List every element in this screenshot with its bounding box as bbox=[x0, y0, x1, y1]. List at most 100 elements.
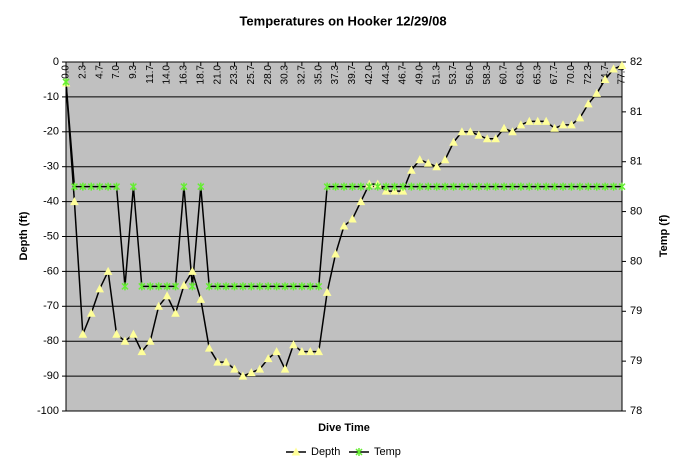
data-point bbox=[499, 123, 509, 132]
data-point bbox=[583, 99, 593, 108]
y2-tick-label: 80 bbox=[630, 205, 642, 217]
x-axis-title: Dive Time bbox=[318, 422, 370, 434]
x-tick-label: 56.0 bbox=[465, 65, 476, 85]
data-point bbox=[483, 182, 491, 191]
x-tick-label: 35.0 bbox=[313, 65, 324, 85]
data-point bbox=[95, 284, 105, 293]
x-tick-label: 11.7 bbox=[145, 65, 156, 84]
data-point bbox=[230, 282, 239, 291]
data-point bbox=[559, 182, 567, 191]
data-point bbox=[407, 165, 416, 174]
data-point bbox=[188, 282, 196, 291]
x-tick-label: 30.3 bbox=[280, 65, 291, 85]
data-point bbox=[567, 120, 576, 129]
y-tick-label: 0 bbox=[53, 56, 59, 68]
x-tick-label: 70.0 bbox=[566, 65, 577, 85]
x-tick-label: 28.0 bbox=[263, 65, 274, 85]
data-point bbox=[617, 60, 627, 69]
data-point bbox=[458, 182, 466, 191]
data-point bbox=[449, 182, 458, 191]
data-point bbox=[221, 357, 231, 366]
data-point bbox=[391, 182, 399, 191]
data-point bbox=[179, 280, 189, 289]
data-point bbox=[305, 347, 315, 356]
data-point bbox=[272, 347, 281, 356]
data-point bbox=[289, 282, 297, 291]
data-point bbox=[180, 182, 188, 191]
data-point bbox=[398, 186, 408, 195]
x-tick-label: 46.7 bbox=[398, 65, 409, 85]
data-point bbox=[331, 249, 340, 258]
x-tick-label: 9.3 bbox=[128, 65, 139, 79]
y-tick-label: -60 bbox=[43, 265, 59, 277]
legend-marker bbox=[291, 447, 301, 456]
data-point bbox=[524, 116, 534, 125]
data-point bbox=[618, 182, 626, 191]
data-point bbox=[103, 266, 113, 275]
x-tick-label: 14.0 bbox=[162, 65, 173, 85]
data-point bbox=[239, 282, 247, 291]
y-tick-label: -90 bbox=[43, 370, 59, 382]
data-point bbox=[120, 336, 130, 345]
data-point bbox=[382, 182, 390, 191]
data-point bbox=[289, 340, 298, 349]
data-point bbox=[297, 347, 307, 356]
data-point bbox=[263, 354, 273, 363]
x-tick-label: 37.3 bbox=[330, 65, 341, 85]
data-point bbox=[525, 182, 533, 191]
x-tick-label: 49.0 bbox=[414, 65, 425, 85]
data-point bbox=[534, 182, 542, 191]
data-point bbox=[113, 182, 121, 191]
data-point bbox=[381, 186, 391, 195]
data-point bbox=[457, 127, 467, 136]
data-point bbox=[340, 182, 348, 191]
data-point bbox=[246, 368, 256, 377]
data-point bbox=[96, 182, 104, 191]
data-point bbox=[474, 130, 484, 139]
data-point bbox=[567, 182, 575, 191]
data-point bbox=[332, 182, 340, 191]
x-tick-label: 58.3 bbox=[482, 65, 493, 85]
x-tick-label: 77.0 bbox=[617, 65, 628, 85]
x-tick-label: 0.0 bbox=[61, 65, 72, 79]
x-tick-label: 72.3 bbox=[583, 65, 594, 85]
data-point bbox=[482, 134, 492, 143]
data-point bbox=[551, 182, 559, 191]
data-point bbox=[433, 182, 441, 191]
y2-tick-label: 80 bbox=[630, 255, 642, 267]
data-point bbox=[517, 182, 525, 191]
y-tick-label: -40 bbox=[43, 196, 59, 208]
data-point bbox=[356, 197, 366, 206]
y2-tick-label: 78 bbox=[630, 405, 642, 417]
data-point bbox=[154, 301, 164, 310]
y-axis-title: Depth (ft) bbox=[18, 211, 30, 260]
data-point bbox=[86, 308, 96, 317]
x-tick-label: 42.0 bbox=[364, 65, 375, 85]
data-point bbox=[314, 347, 324, 356]
data-point bbox=[214, 282, 222, 291]
data-point bbox=[466, 127, 475, 136]
x-tick-label: 51.3 bbox=[431, 65, 442, 85]
data-point bbox=[298, 282, 306, 291]
data-point bbox=[516, 120, 526, 129]
x-tick-label: 65.3 bbox=[532, 65, 543, 85]
x-tick-label: 67.7 bbox=[549, 65, 560, 85]
data-point bbox=[162, 291, 172, 300]
data-point bbox=[416, 182, 424, 191]
x-tick-label: 16.3 bbox=[179, 65, 190, 85]
data-point bbox=[121, 282, 129, 291]
data-point bbox=[163, 282, 171, 291]
data-point bbox=[508, 182, 517, 191]
data-point bbox=[280, 364, 290, 373]
y-tick-label: -30 bbox=[43, 161, 59, 173]
x-tick-label: 39.7 bbox=[347, 65, 358, 85]
data-point bbox=[155, 282, 163, 291]
legend-label: Temp bbox=[374, 446, 401, 458]
data-point bbox=[390, 186, 399, 195]
y-tick-label: -50 bbox=[43, 230, 59, 242]
y2-tick-label: 79 bbox=[630, 355, 642, 367]
data-point bbox=[542, 182, 550, 191]
data-point bbox=[492, 182, 500, 191]
data-point bbox=[171, 282, 180, 291]
